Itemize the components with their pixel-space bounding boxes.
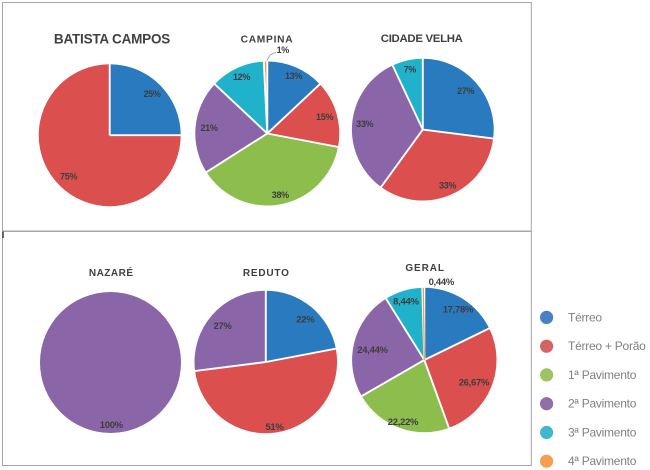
- svg-text:CIDADE VELHA: CIDADE VELHA: [381, 33, 463, 45]
- svg-text:51%: 51%: [265, 422, 284, 433]
- svg-text:12%: 12%: [233, 72, 250, 82]
- svg-text:15%: 15%: [316, 112, 333, 122]
- svg-text:27%: 27%: [213, 321, 232, 332]
- svg-text:8,44%: 8,44%: [393, 297, 419, 308]
- svg-text:CAMPINA: CAMPINA: [241, 35, 294, 46]
- svg-text:100%: 100%: [100, 420, 124, 431]
- svg-text:BATISTA CAMPOS: BATISTA CAMPOS: [54, 31, 170, 46]
- svg-text:3ª Pavimento: 3ª Pavimento: [568, 426, 637, 440]
- svg-text:0,44%: 0,44%: [429, 277, 455, 288]
- svg-text:75%: 75%: [60, 171, 77, 181]
- svg-text:Térreo: Térreo: [568, 310, 602, 324]
- svg-text:Térreo + Porão: Térreo + Porão: [568, 339, 646, 353]
- svg-text:33%: 33%: [356, 119, 373, 129]
- svg-text:7%: 7%: [404, 65, 417, 75]
- svg-text:13%: 13%: [285, 71, 302, 81]
- svg-text:25%: 25%: [143, 89, 160, 99]
- svg-text:REDUTO: REDUTO: [243, 268, 290, 279]
- svg-text:2ª Pavimento: 2ª Pavimento: [568, 397, 637, 411]
- svg-text:24,44%: 24,44%: [357, 345, 388, 356]
- svg-text:4ª Pavimento: 4ª Pavimento: [568, 454, 637, 468]
- svg-text:27%: 27%: [457, 86, 474, 96]
- svg-text:1%: 1%: [277, 45, 290, 55]
- svg-text:22,22%: 22,22%: [388, 417, 419, 428]
- svg-text:22%: 22%: [296, 315, 315, 326]
- svg-text:GERAL: GERAL: [405, 263, 445, 274]
- svg-text:NAZARÉ: NAZARÉ: [89, 266, 134, 279]
- svg-text:1ª Pavimento: 1ª Pavimento: [568, 368, 637, 382]
- svg-text:38%: 38%: [272, 190, 289, 200]
- svg-text:17,78%: 17,78%: [443, 305, 474, 316]
- svg-text:26,67%: 26,67%: [459, 378, 490, 389]
- svg-text:33%: 33%: [439, 181, 456, 191]
- svg-text:21%: 21%: [200, 123, 217, 133]
